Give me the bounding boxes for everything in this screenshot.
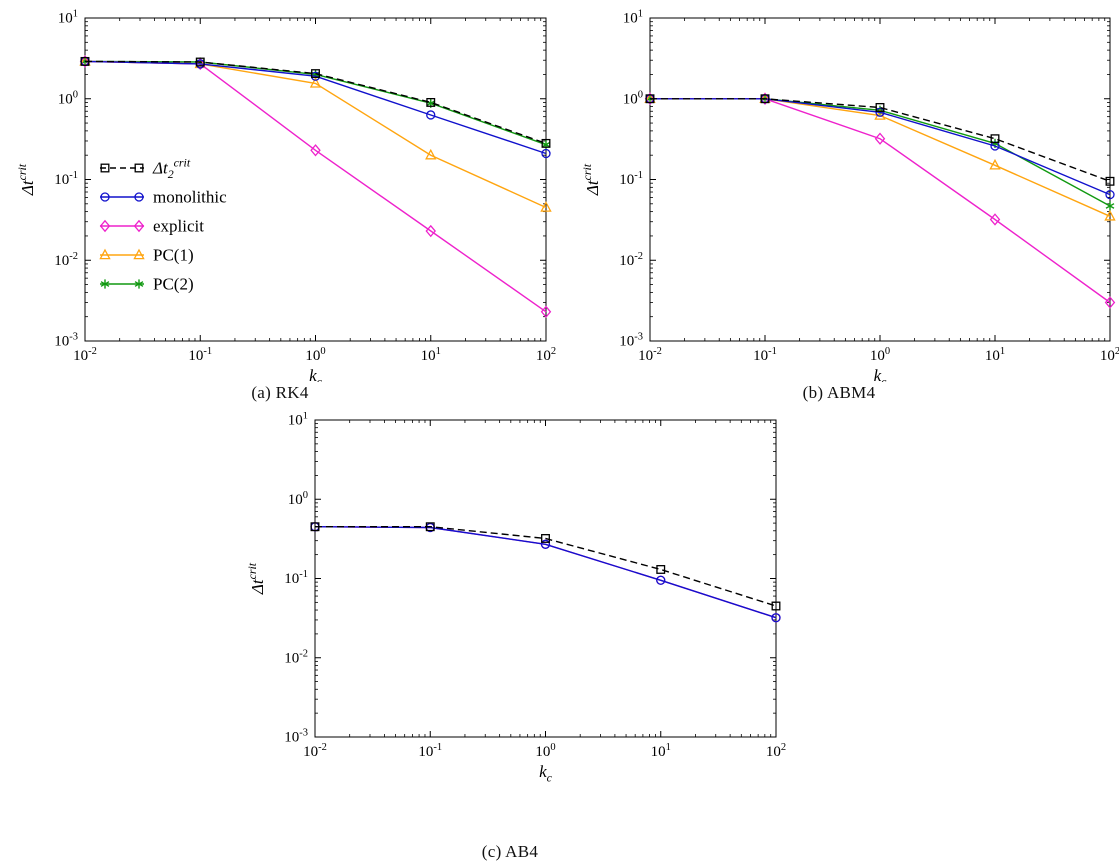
svg-text:kc: kc <box>874 366 888 382</box>
svg-text:100: 100 <box>623 89 643 107</box>
svg-text:PC(2): PC(2) <box>153 275 194 294</box>
svg-text:10-2: 10-2 <box>303 742 327 760</box>
svg-text:100: 100 <box>870 346 890 364</box>
svg-text:kc: kc <box>539 762 553 784</box>
svg-text:10-2: 10-2 <box>73 346 97 364</box>
svg-text:101: 101 <box>985 346 1005 364</box>
svg-text:101: 101 <box>623 9 643 27</box>
chart-abm4: 10-2 10-1 100 101 102 10-3 10-2 10-1 100 101 kc Δtc… <box>559 0 1119 383</box>
svg-text:monolithic: monolithic <box>153 188 227 207</box>
svg-text:102: 102 <box>1100 346 1119 364</box>
svg-text:10-1: 10-1 <box>54 170 78 188</box>
svg-text:100: 100 <box>58 89 78 107</box>
svg-text:10-1: 10-1 <box>418 742 442 760</box>
caption-ab4: (c) AB4 <box>481 842 539 861</box>
svg-text:10-2: 10-2 <box>638 346 662 364</box>
svg-text:10-1: 10-1 <box>619 170 643 188</box>
svg-text:10-1: 10-1 <box>188 346 212 364</box>
svg-text:10-1: 10-1 <box>284 569 308 587</box>
svg-text:101: 101 <box>651 742 671 760</box>
svg-text:10-2: 10-2 <box>619 251 643 269</box>
svg-text:102: 102 <box>766 742 786 760</box>
svg-text:10-3: 10-3 <box>284 728 308 746</box>
svg-text:100: 100 <box>305 346 325 364</box>
svg-text:101: 101 <box>421 346 441 364</box>
svg-text:10-1: 10-1 <box>753 346 777 364</box>
svg-text:Δtcrit: Δtcrit <box>15 163 37 196</box>
chart-rk4: 10-2 10-1 100 101 102 10-3 10-2 10-1 100 101 kc Δtc… <box>0 0 560 383</box>
chart-ab4: 10-2 10-1 100 101 102 10-3 10-2 10-1 100 101 kc Δtc… <box>230 412 790 784</box>
chart-abm4-canvas: 10-2 10-1 100 101 10210-310-210-1100101kcΔtc… <box>580 9 1119 383</box>
svg-text:explicit: explicit <box>153 217 204 236</box>
svg-text:10-3: 10-3 <box>54 332 78 350</box>
svg-text:102: 102 <box>536 346 556 364</box>
svg-text:101: 101 <box>58 9 78 27</box>
caption-rk4: (a) RK4 <box>251 383 309 402</box>
svg-text:100: 100 <box>535 742 555 760</box>
svg-text:10-2: 10-2 <box>54 251 78 269</box>
svg-text:kc: kc <box>309 366 323 382</box>
svg-text:Δt2crit: Δt2crit <box>152 156 191 181</box>
caption-abm4: (b) ABM4 <box>802 383 876 402</box>
chart-ab4-canvas: 10-2 10-1 100 101 10210-310-210-1100101kcΔtc… <box>245 412 786 784</box>
svg-text:Δtcrit: Δtcrit <box>580 163 602 196</box>
svg-text:101: 101 <box>288 412 308 429</box>
svg-text:100: 100 <box>288 490 308 508</box>
svg-text:Δtcrit: Δtcrit <box>245 562 267 595</box>
chart-rk4-canvas: 10-2 10-1 100 101 10210-310-210-1100101kcΔtc… <box>15 9 556 383</box>
svg-text:PC(1): PC(1) <box>153 246 194 265</box>
svg-text:10-2: 10-2 <box>284 648 308 666</box>
svg-text:10-3: 10-3 <box>619 332 643 350</box>
